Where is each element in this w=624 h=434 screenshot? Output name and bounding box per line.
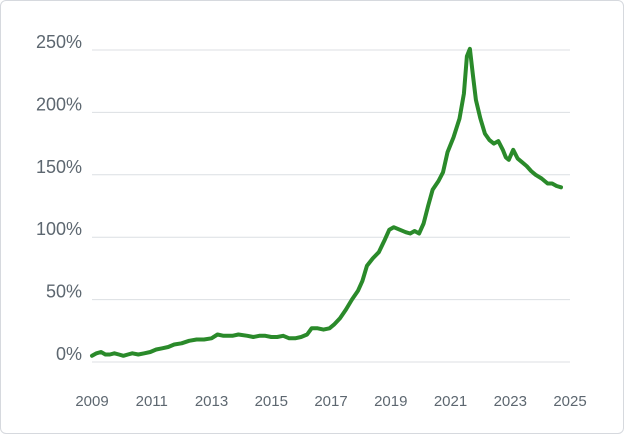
series-layer	[90, 46, 563, 358]
x-tick-label-2021: 2021	[434, 393, 467, 410]
x-tick-label-2013: 2013	[195, 393, 228, 410]
x-tick-label-2023: 2023	[494, 393, 527, 410]
y-tick-label-200: 200%	[36, 94, 82, 114]
x-tick-label-2011: 2011	[136, 393, 168, 410]
series-line-0	[90, 46, 563, 358]
y-tick-label-0: 0%	[56, 344, 82, 364]
x-tick-label-2019: 2019	[374, 393, 407, 410]
y-tick-label-250: 250%	[36, 32, 82, 52]
x-tick-label-2025: 2025	[553, 393, 586, 410]
x-tick-label-2009: 2009	[75, 393, 108, 410]
gridlines	[92, 49, 570, 363]
y-tick-label-150: 150%	[36, 157, 82, 177]
x-tick-label-2015: 2015	[255, 393, 288, 410]
y-tick-label-50: 50%	[46, 282, 82, 302]
x-axis-ticks: 2009 2011 2013 2015 2017 2019 2021 2023 2025	[75, 393, 586, 410]
y-tick-label-100: 100%	[36, 219, 82, 239]
y-axis-ticks: 0% 50% 100% 150% 200% 250%	[36, 32, 82, 364]
x-tick-label-2017: 2017	[314, 393, 347, 410]
